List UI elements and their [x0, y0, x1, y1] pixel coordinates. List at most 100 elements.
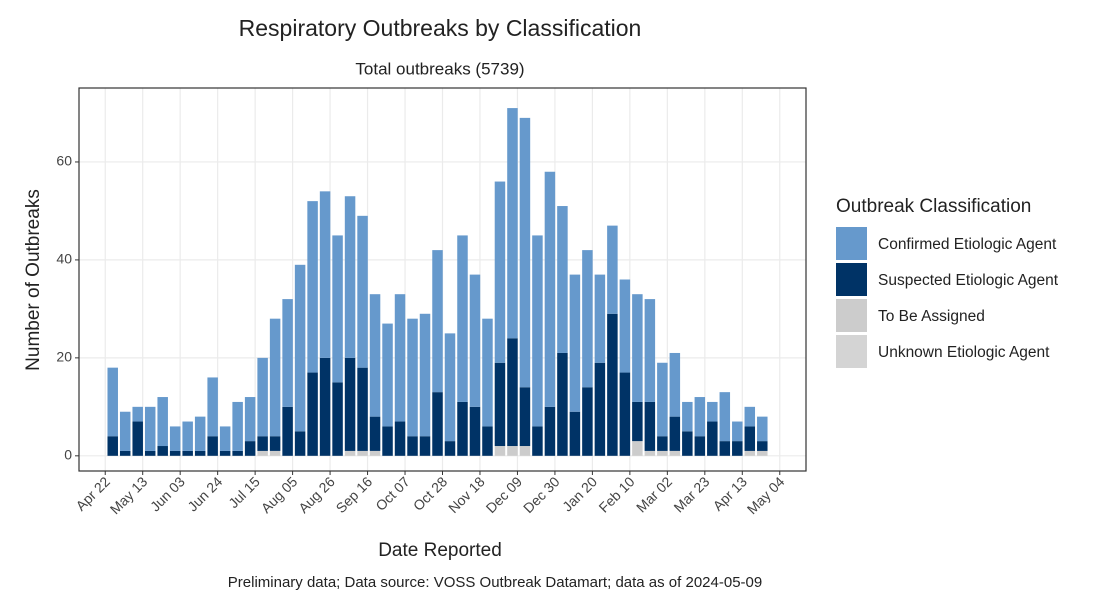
bar-segment — [357, 215, 368, 368]
bar-segment — [757, 450, 768, 456]
bar-segment — [469, 274, 481, 407]
bar-segment — [344, 196, 356, 358]
bar-segment — [519, 117, 531, 388]
bar-segment — [207, 436, 218, 456]
y-tick-label: 20 — [56, 349, 72, 365]
bar-segment — [382, 323, 393, 427]
chart-subtitle: Total outbreaks (5739) — [355, 59, 524, 78]
bar-segment — [107, 436, 118, 456]
bar-segment — [357, 450, 368, 456]
bar-segment — [494, 446, 506, 456]
bar-segment — [744, 426, 756, 451]
bar-segment — [269, 436, 281, 451]
bar-segment — [132, 406, 143, 422]
bar-segment — [444, 333, 456, 442]
bar-segment — [219, 450, 231, 456]
bar-segment — [332, 235, 343, 383]
bar-segment — [382, 426, 393, 456]
bar-segment — [657, 450, 668, 456]
bar-segment — [719, 392, 731, 442]
bar-segment — [232, 450, 243, 456]
bar-segment — [244, 441, 256, 456]
bar-segment — [744, 406, 756, 427]
bar-segment — [719, 441, 731, 456]
bar-segment — [507, 108, 518, 339]
bar-segment — [294, 431, 306, 456]
bar-segment — [607, 313, 618, 456]
legend-label: Suspected Etiologic Agent — [878, 272, 1059, 289]
bar-segment — [307, 201, 318, 373]
bar-segment — [144, 450, 156, 456]
legend-swatch — [836, 263, 867, 296]
bar-segment — [407, 436, 418, 456]
bar-segment — [319, 191, 331, 358]
bar-segment — [644, 299, 656, 402]
legend-label: Confirmed Etiologic Agent — [878, 236, 1057, 253]
bar-segment — [744, 450, 756, 456]
legend-swatch — [836, 299, 867, 332]
bar-segment — [157, 397, 168, 447]
bar-segment — [557, 206, 568, 353]
bar-segment — [394, 421, 406, 456]
bar-segment — [619, 372, 631, 456]
bar-segment — [257, 450, 268, 456]
bar-segment — [694, 436, 706, 456]
bar-segment — [632, 294, 643, 402]
bar-segment — [607, 225, 618, 314]
bar-segment — [332, 382, 343, 456]
bar-segment — [532, 235, 543, 427]
bar-segment — [669, 352, 681, 417]
bar-segment — [482, 426, 493, 456]
bar-segment — [494, 362, 506, 447]
bar-segment — [594, 362, 606, 456]
bar-segment — [544, 406, 556, 456]
bar-segment — [582, 387, 593, 456]
bar-segment — [419, 436, 431, 456]
bar-segment — [319, 357, 331, 456]
bar-segment — [507, 338, 518, 447]
bar-segment — [569, 411, 581, 456]
bar-segment — [657, 362, 668, 437]
x-axis-title: Date Reported — [378, 540, 502, 561]
bar-segment — [682, 431, 693, 456]
bar-segment — [557, 352, 568, 456]
bar-segment — [519, 387, 531, 447]
bar-segment — [344, 450, 356, 456]
y-tick-label: 40 — [56, 251, 72, 267]
bar-segment — [169, 426, 181, 451]
bar-segment — [182, 450, 193, 456]
bar-segment — [682, 401, 693, 432]
bar-segment — [194, 416, 206, 451]
bar-segment — [294, 264, 306, 432]
bar-segment — [732, 421, 743, 442]
bar-segment — [757, 416, 768, 442]
legend-swatch — [836, 227, 867, 260]
bar-segment — [257, 436, 268, 451]
bar-segment — [432, 392, 443, 456]
bar-segment — [432, 250, 443, 393]
bar-segment — [732, 441, 743, 456]
y-axis-title: Number of Outbreaks — [23, 189, 44, 371]
bar-segment — [569, 274, 581, 412]
bar-segment — [457, 235, 468, 402]
bar-segment — [182, 421, 193, 451]
bar-segment — [594, 274, 606, 363]
bar-segment — [119, 411, 131, 451]
bar-segment — [632, 401, 643, 442]
bar-segment — [357, 367, 368, 451]
bar-segment — [369, 450, 381, 456]
bar-segment — [644, 401, 656, 451]
bar-segment — [269, 450, 281, 456]
bar-segment — [694, 397, 706, 437]
bar-segment — [632, 441, 643, 456]
bar-segment — [669, 450, 681, 456]
bar-segment — [532, 426, 543, 456]
bar-segment — [369, 294, 381, 417]
bar-segment — [619, 279, 631, 373]
bar-segment — [544, 171, 556, 407]
bar-segment — [519, 446, 531, 456]
bar-segment — [669, 416, 681, 451]
bar-segment — [194, 450, 206, 456]
bar-segment — [419, 313, 431, 437]
